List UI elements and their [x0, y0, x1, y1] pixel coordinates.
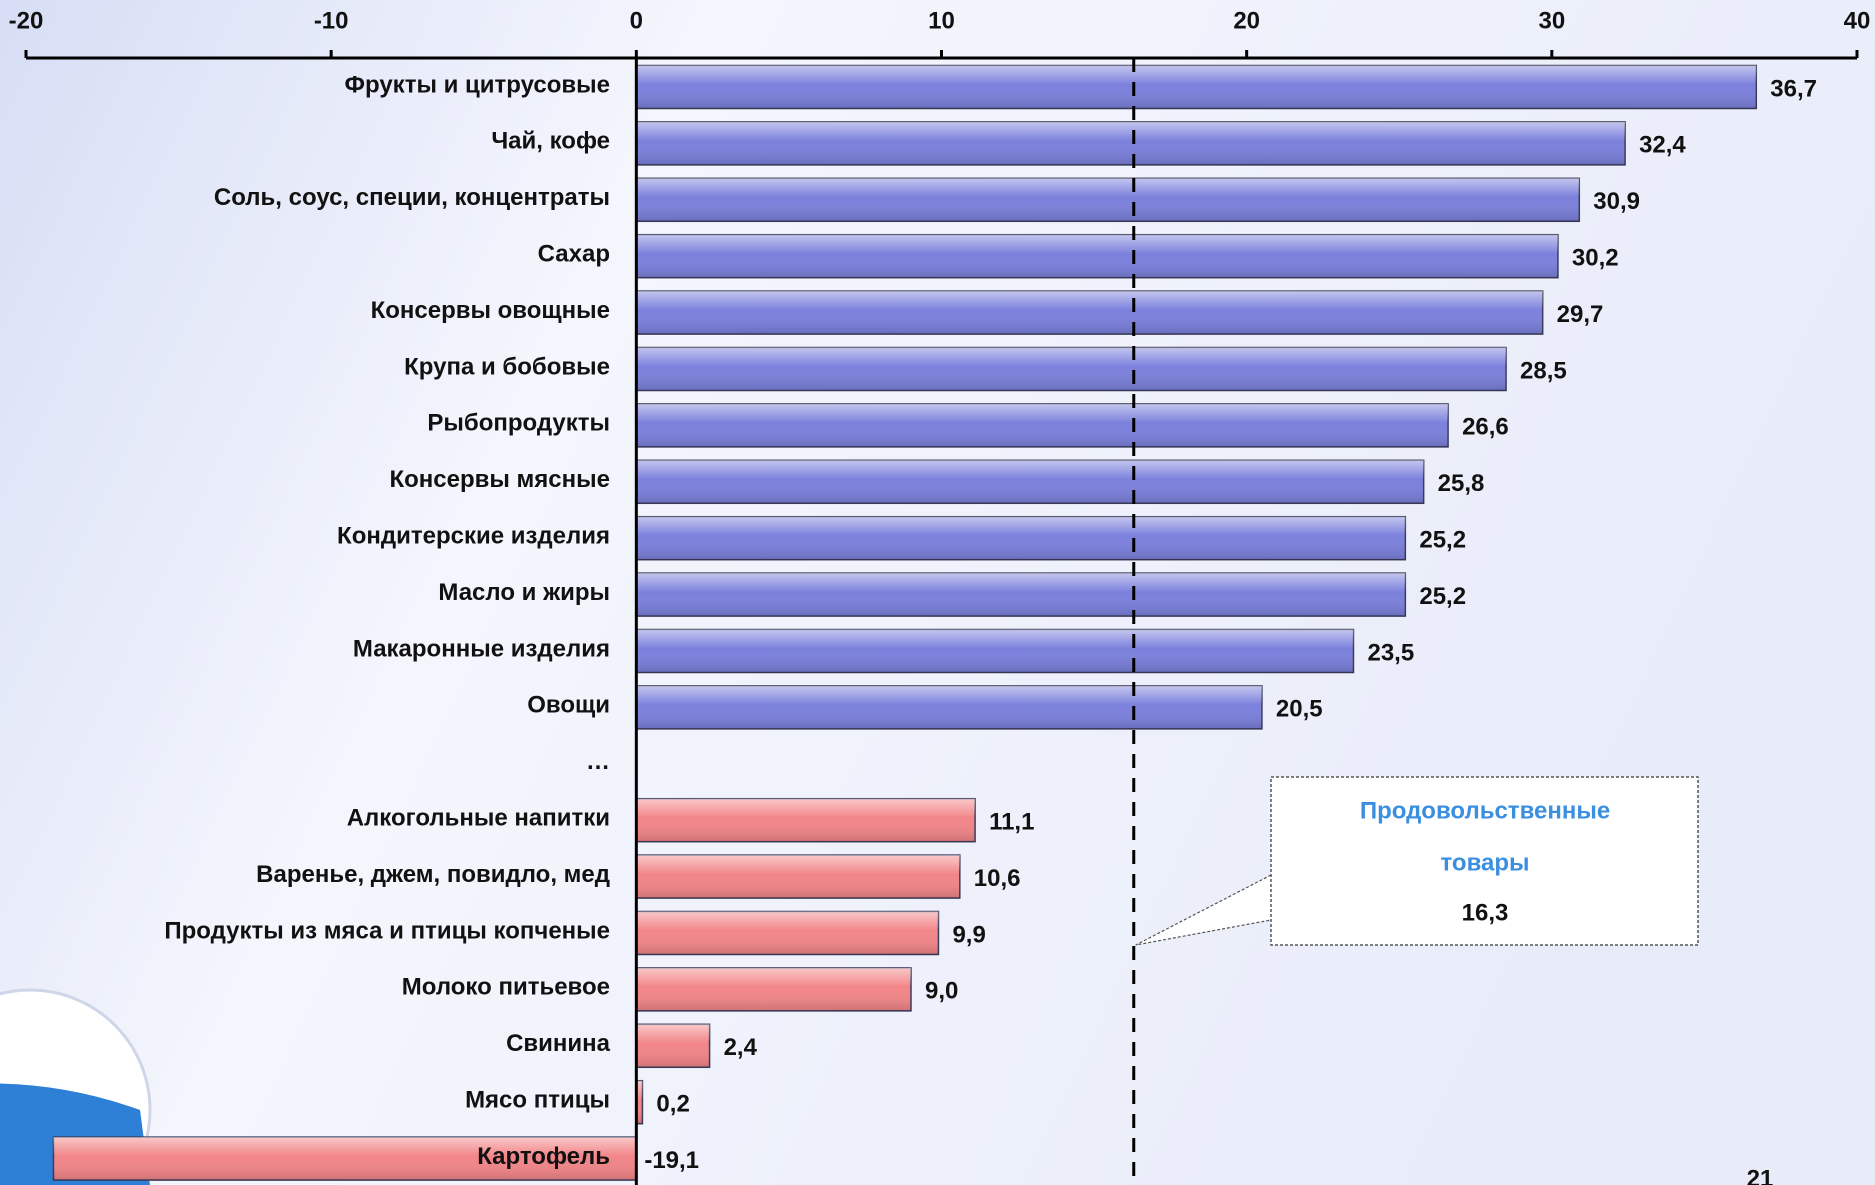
callout-value: 16,3 — [1462, 899, 1509, 926]
category-label: Сахар — [538, 241, 610, 268]
value-label: 30,2 — [1572, 245, 1619, 272]
bar-shine — [636, 685, 1262, 729]
category-label: Кондитерские изделия — [337, 523, 610, 550]
category-label: Овощи — [527, 692, 610, 719]
bar-shine — [636, 855, 960, 899]
value-label: 9,0 — [925, 978, 958, 1005]
value-label: -19,1 — [644, 1147, 699, 1174]
bar-shine — [636, 65, 1757, 109]
value-label: 26,6 — [1462, 414, 1509, 441]
bar-shine — [636, 403, 1449, 447]
category-label: Молоко питьевое — [402, 974, 610, 1001]
bar-shine — [636, 1024, 710, 1068]
callout-title: Продовольственные — [1360, 797, 1610, 824]
category-label: Чай, кофе — [491, 128, 610, 155]
bar-shine — [636, 291, 1543, 335]
category-label: Продукты из мяса и птицы копченые — [164, 917, 610, 944]
value-label: 2,4 — [724, 1034, 758, 1061]
x-tick-label: -20 — [9, 7, 44, 34]
bar-shine — [636, 460, 1424, 504]
bar-shine — [636, 629, 1354, 673]
x-tick-label: 10 — [928, 7, 955, 34]
x-tick-label: 0 — [630, 7, 643, 34]
value-label: 11,1 — [989, 809, 1034, 836]
bar-shine — [636, 347, 1507, 391]
x-tick-label: 40 — [1844, 7, 1871, 34]
category-label: Алкогольные напитки — [347, 805, 610, 832]
category-label: Консервы мясные — [389, 466, 610, 493]
bar-shine — [636, 1080, 643, 1124]
bar-shine — [636, 798, 976, 842]
category-label: Мясо птицы — [465, 1087, 610, 1114]
value-label: 29,7 — [1557, 301, 1604, 328]
category-label: Свинина — [506, 1030, 611, 1057]
value-label: 30,9 — [1593, 188, 1640, 215]
x-tick-label: -10 — [314, 7, 349, 34]
category-label: Рыбопродукты — [427, 410, 610, 437]
value-label: 20,5 — [1276, 696, 1323, 723]
x-tick-label: 20 — [1233, 7, 1260, 34]
bar-shine — [636, 516, 1406, 560]
bar-shine — [636, 178, 1580, 222]
category-label: Консервы овощные — [371, 297, 610, 324]
bar-shine — [53, 1137, 637, 1181]
page-number: 21 — [1747, 1165, 1774, 1185]
category-label: Крупа и бобовые — [404, 353, 610, 380]
value-label: 28,5 — [1520, 357, 1567, 384]
x-tick-label: 30 — [1538, 7, 1565, 34]
value-label: 25,8 — [1438, 470, 1485, 497]
category-label: Соль, соус, специи, концентраты — [214, 184, 610, 211]
bar-shine — [636, 121, 1626, 165]
value-label: 36,7 — [1770, 75, 1817, 102]
category-label: Масло и жиры — [438, 579, 610, 606]
value-label: 25,2 — [1419, 583, 1466, 610]
callout-pointer — [1135, 874, 1272, 946]
category-label: … — [586, 748, 610, 775]
category-label: Варенье, джем, повидло, мед — [256, 861, 610, 888]
callout-box — [1270, 776, 1699, 946]
value-label: 9,9 — [952, 921, 985, 948]
category-label: Фрукты и цитрусовые — [345, 71, 611, 98]
bar-shine — [636, 967, 911, 1011]
bar-shine — [636, 234, 1558, 278]
bar-shine — [636, 911, 939, 955]
callout-title: товары — [1440, 849, 1529, 876]
category-label: Картофель — [477, 1143, 610, 1170]
value-label: 10,6 — [974, 865, 1021, 892]
value-label: 25,2 — [1419, 527, 1466, 554]
value-label: 23,5 — [1367, 639, 1414, 666]
value-label: 0,2 — [656, 1091, 689, 1118]
value-label: 32,4 — [1639, 132, 1686, 159]
bar-shine — [636, 573, 1406, 617]
category-label: Макаронные изделия — [353, 635, 610, 662]
